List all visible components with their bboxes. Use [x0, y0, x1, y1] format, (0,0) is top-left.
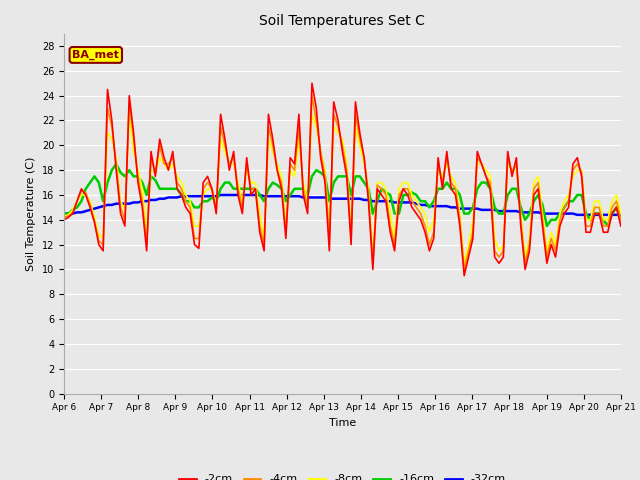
X-axis label: Time: Time — [329, 418, 356, 428]
Legend: -2cm, -4cm, -8cm, -16cm, -32cm: -2cm, -4cm, -8cm, -16cm, -32cm — [175, 470, 510, 480]
Text: BA_met: BA_met — [72, 50, 119, 60]
Title: Soil Temperatures Set C: Soil Temperatures Set C — [259, 14, 426, 28]
Y-axis label: Soil Temperature (C): Soil Temperature (C) — [26, 156, 36, 271]
